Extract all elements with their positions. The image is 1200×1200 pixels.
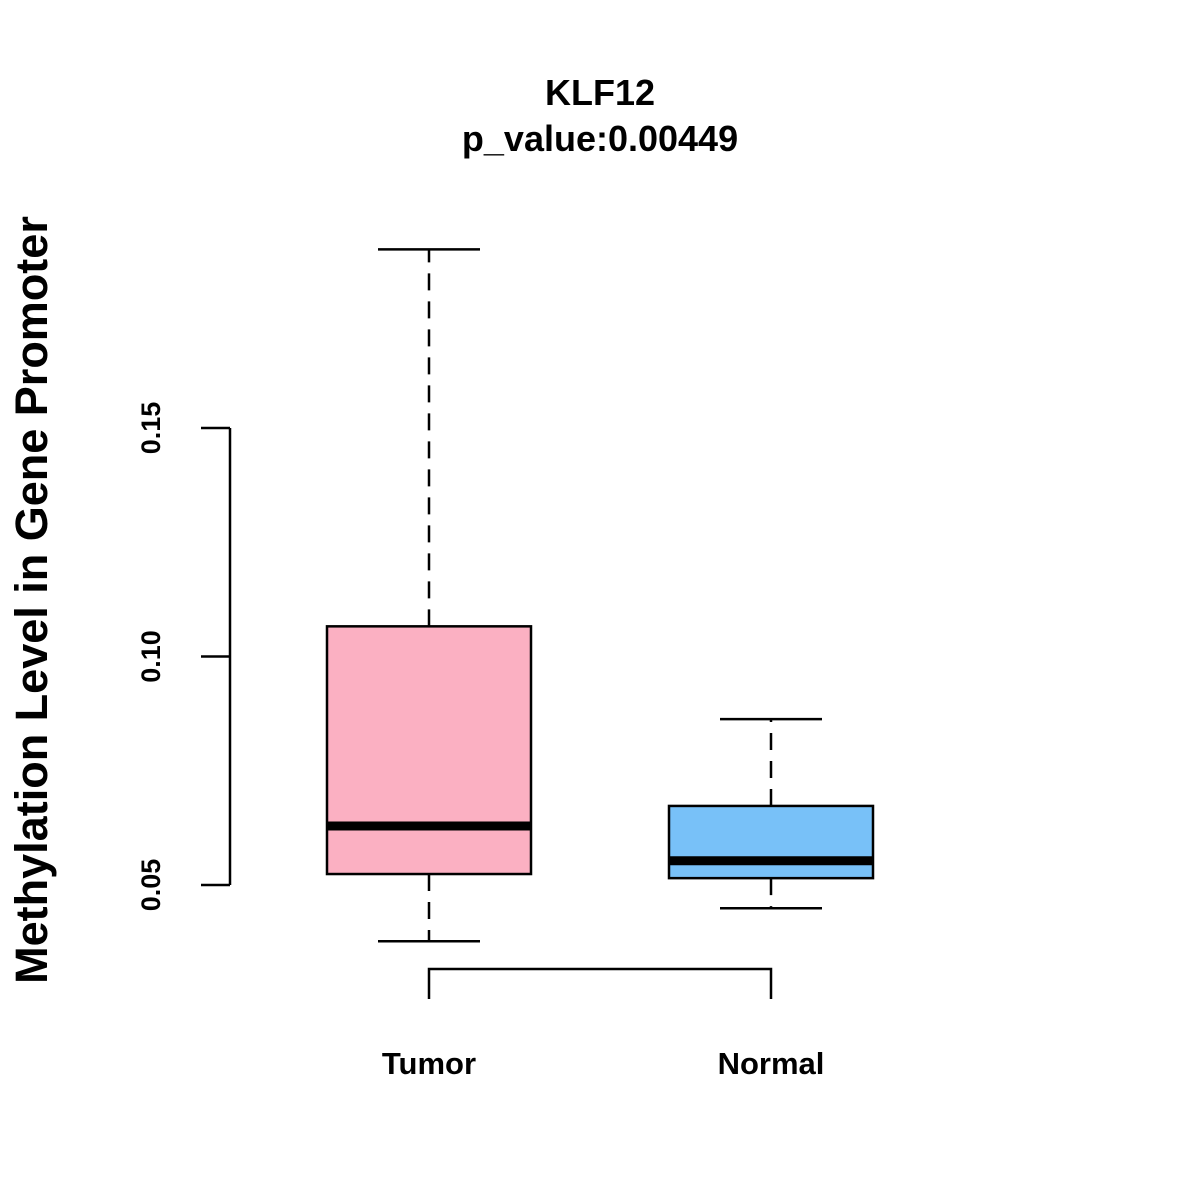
x-axis-labels: Tumor Normal xyxy=(382,1046,824,1081)
y-axis-label: Methylation Level in Gene Promoter xyxy=(6,216,57,984)
y-tick-label: 0.10 xyxy=(136,630,166,683)
box-tumor xyxy=(325,248,533,943)
x-label-normal: Normal xyxy=(718,1046,825,1081)
y-axis: 0.05 0.10 0.15 xyxy=(136,402,232,912)
bracket-line xyxy=(427,967,773,999)
y-tick-label: 0.05 xyxy=(136,859,166,912)
x-label-tumor: Tumor xyxy=(382,1046,476,1081)
chart-subtitle: p_value:0.00449 xyxy=(462,118,738,159)
y-tick-label: 0.15 xyxy=(136,402,166,455)
box-normal xyxy=(667,717,875,910)
boxes xyxy=(325,248,875,943)
iqr-box xyxy=(325,625,533,876)
iqr-box xyxy=(667,804,875,880)
chart-title: KLF12 xyxy=(545,72,655,113)
comparison-bracket xyxy=(427,967,773,999)
